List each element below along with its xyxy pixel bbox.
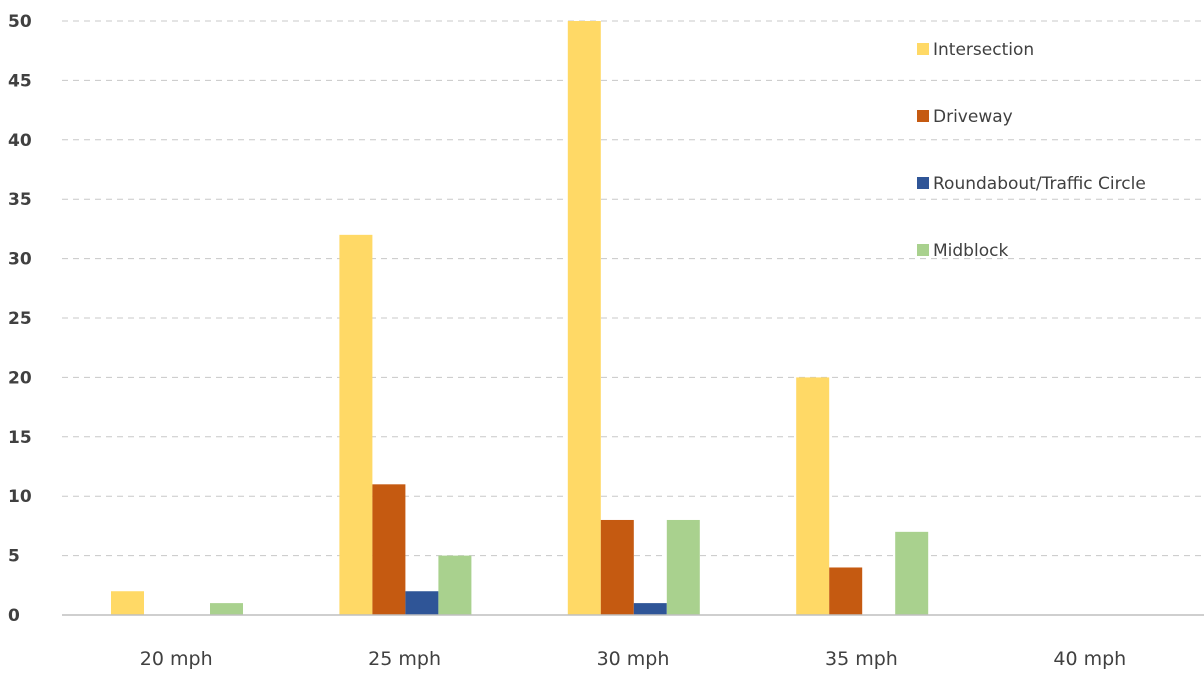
x-tick-label: 40 mph	[1053, 648, 1126, 670]
bar-intersection-20-mph	[111, 591, 144, 615]
y-tick-label: 40	[8, 131, 32, 151]
legend-swatch	[917, 177, 929, 189]
y-tick-label: 25	[8, 309, 32, 329]
bar-midblock-20-mph	[210, 603, 243, 615]
legend-label: Roundabout/Traffic Circle	[933, 174, 1146, 194]
y-tick-label: 50	[8, 12, 32, 32]
bar-driveway-25-mph	[372, 484, 406, 615]
bar-roundabout-traffic-circle-25-mph	[405, 591, 439, 615]
y-axis-ticks: 0 5 10 15 20 25 30 35 40 45 50	[8, 12, 32, 626]
legend-label: Midblock	[933, 241, 1008, 261]
x-tick-label: 30 mph	[597, 648, 670, 670]
bar-roundabout-traffic-circle-30-mph	[633, 603, 667, 615]
bar-driveway-35-mph	[829, 567, 863, 615]
bar-intersection-25-mph	[339, 234, 373, 615]
legend-swatch	[917, 110, 929, 122]
gridlines	[62, 20, 1204, 557]
bar-driveway-30-mph	[600, 519, 634, 615]
legend-swatch	[917, 244, 929, 256]
y-tick-label: 5	[8, 547, 20, 567]
x-tick-label: 25 mph	[368, 648, 441, 670]
bar-intersection-35-mph	[796, 377, 830, 615]
x-tick-label: 35 mph	[825, 648, 898, 670]
bars	[111, 21, 929, 615]
bar-intersection-30-mph	[567, 21, 601, 615]
y-tick-label: 45	[8, 71, 32, 91]
bar-midblock-25-mph	[438, 555, 472, 615]
bar-midblock-30-mph	[666, 519, 700, 615]
legend: Intersection Driveway Roundabout/Traffic C…	[917, 40, 1146, 261]
legend-label: Driveway	[933, 107, 1013, 127]
y-tick-label: 30	[8, 250, 32, 270]
y-tick-label: 0	[8, 606, 20, 626]
bar-midblock-35-mph	[895, 531, 929, 615]
legend-swatch	[917, 43, 929, 55]
x-tick-label: 20 mph	[140, 648, 213, 670]
x-axis-ticks: 20 mph 25 mph 30 mph 35 mph 40 mph	[140, 648, 1126, 670]
y-tick-label: 15	[8, 428, 32, 448]
y-tick-label: 10	[8, 487, 32, 507]
y-tick-label: 35	[8, 190, 32, 210]
legend-label: Intersection	[933, 40, 1034, 60]
y-tick-label: 20	[8, 368, 32, 388]
